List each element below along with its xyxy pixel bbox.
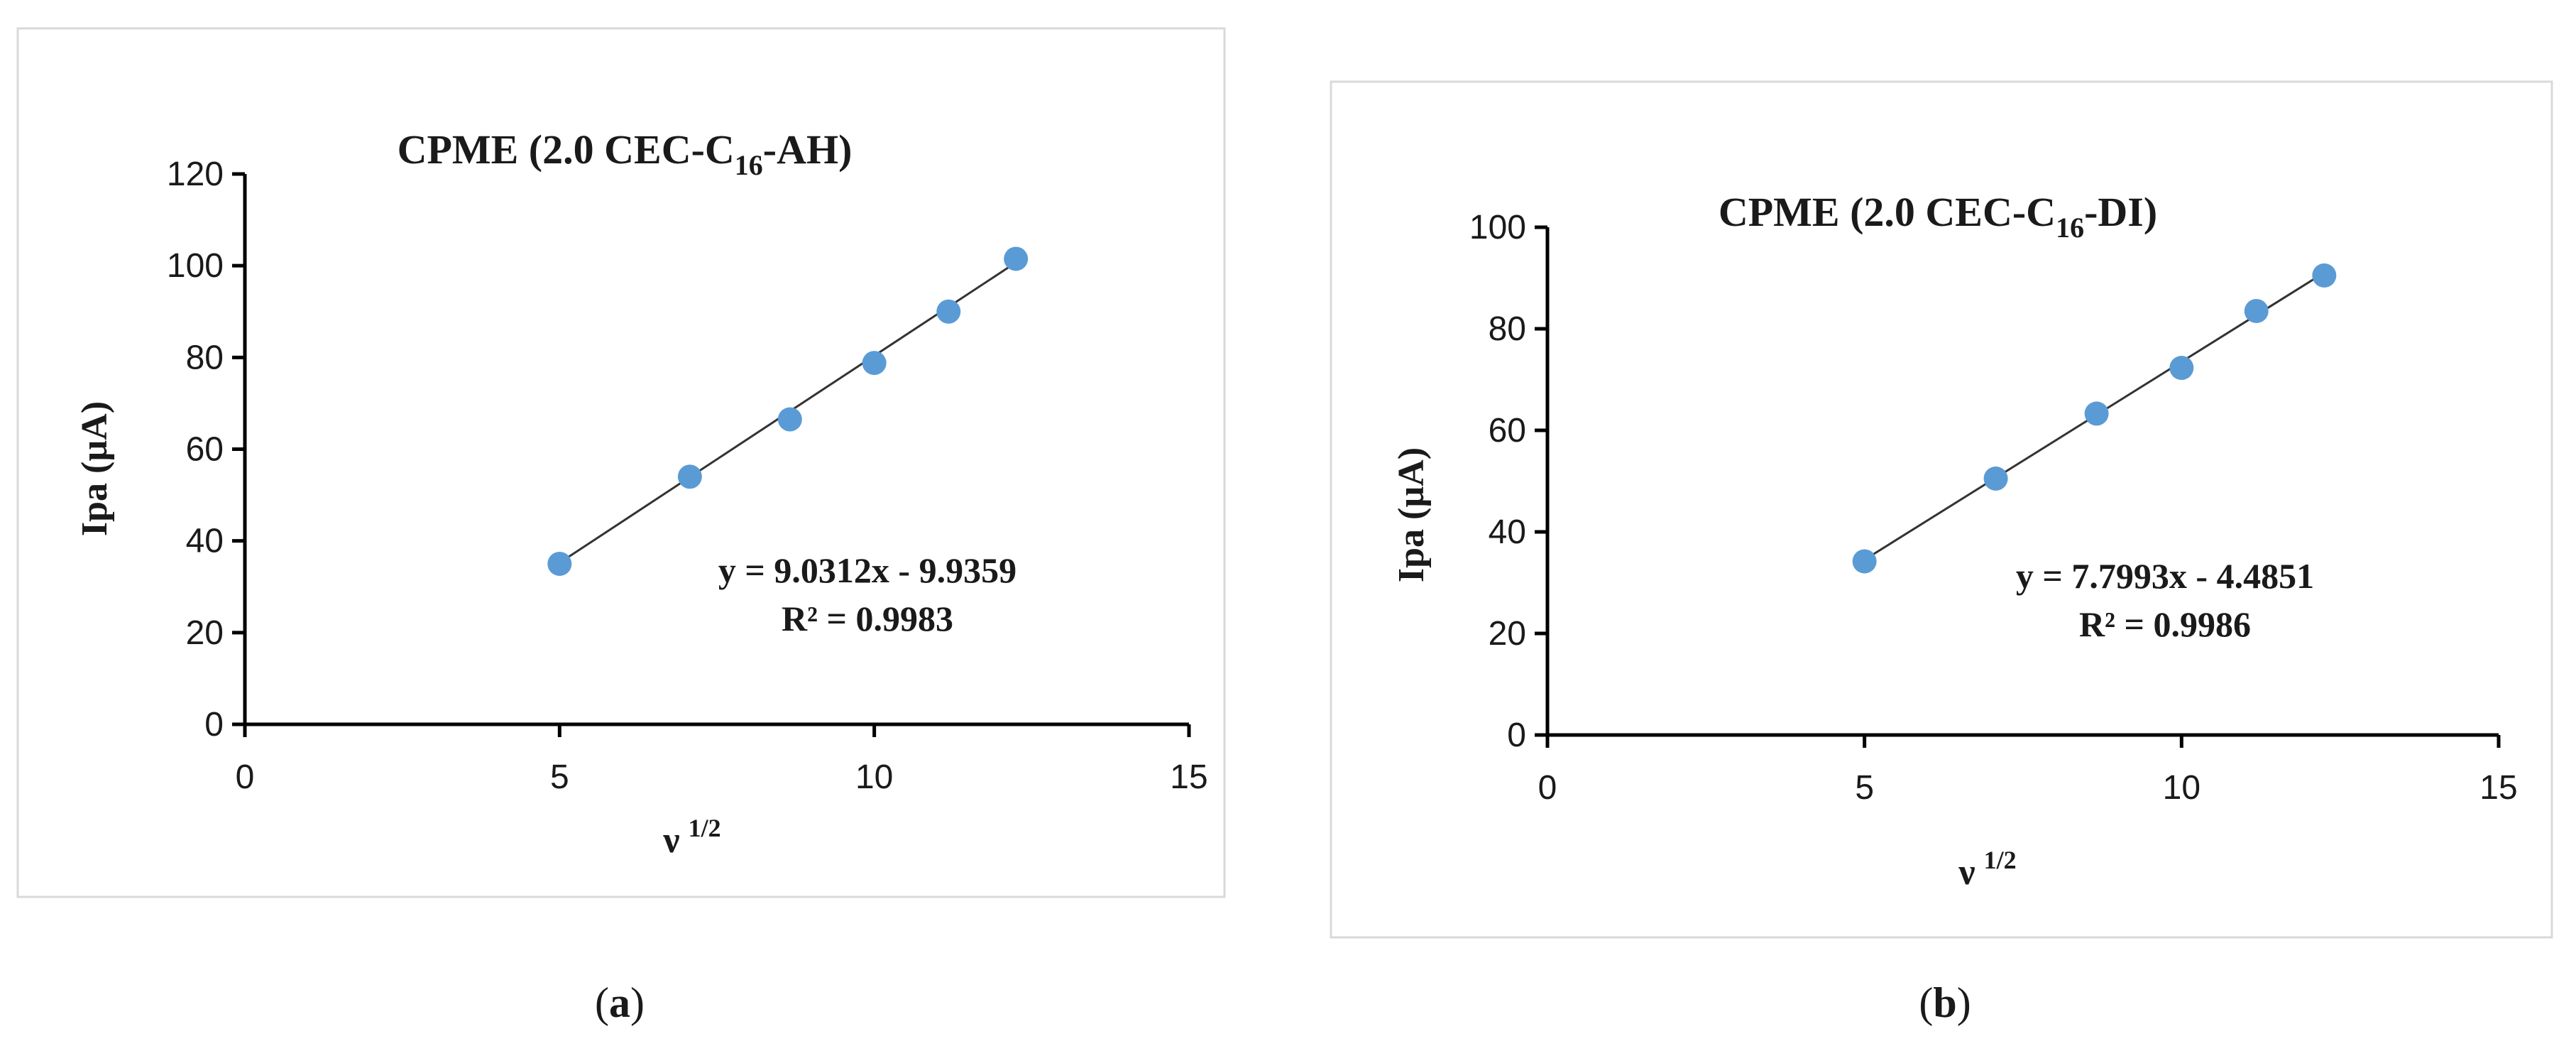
- chart-b-y-tick-label: 100: [1469, 209, 1526, 246]
- chart-panel-b: CPME (2.0 CEC-C16-DI) Ipa (µA) ν 1/2 0 20 4…: [1330, 80, 2553, 1026]
- chart-a-x-tick-label: 10: [855, 758, 893, 796]
- chart-a-frame: [16, 27, 1226, 898]
- chart-a-x-axis-label: ν 1/2: [662, 814, 720, 861]
- chart-b-axes: [1545, 227, 2499, 737]
- chart-a-data-point: [1004, 246, 1029, 271]
- chart-a-y-tick-label: 80: [186, 339, 224, 376]
- chart-a-equation: y = 9.0312x - 9.9359: [718, 550, 1016, 590]
- chart-b-caption: (b): [1919, 979, 1971, 1026]
- chart-a-ticks: 0 20 40 60 80 100 120 0 5 10 15: [167, 156, 1208, 796]
- chart-a-axes: [243, 174, 1189, 726]
- chart-b-data-point: [1852, 549, 1877, 574]
- chart-a-r-squared: R² = 0.9983: [782, 599, 953, 638]
- chart-b-x-axis-label: ν 1/2: [1958, 846, 2016, 893]
- chart-b-data-point: [2169, 356, 2194, 381]
- chart-a-data-point: [862, 351, 887, 376]
- chart-panel-a: CPME (2.0 CEC-C16-AH) Ipa (µA) ν 1/2 0 20 4…: [16, 27, 1226, 1026]
- chart-a-data-point: [677, 464, 702, 489]
- chart-b-title: CPME (2.0 CEC-C16-DI): [1719, 189, 2157, 244]
- chart-a-caption: (a): [595, 979, 645, 1026]
- chart-b-y-tick-label: 60: [1489, 412, 1526, 450]
- chart-a-x-tick-label: 0: [236, 758, 255, 796]
- chart-a-y-axis-label: Ipa (µA): [75, 401, 115, 536]
- chart-b-frame: [1330, 80, 2553, 939]
- chart-b-y-tick-label: 80: [1489, 310, 1526, 348]
- chart-a-title: CPME (2.0 CEC-C16-AH): [398, 126, 853, 181]
- chart-a-data-point: [777, 407, 802, 432]
- chart-a-x-tick-label: 15: [1170, 758, 1207, 796]
- chart-a-points: [547, 246, 1029, 576]
- chart-b-y-tick-label: 40: [1489, 513, 1526, 551]
- chart-a-y-tick-label: 40: [186, 523, 224, 560]
- chart-a-y-tick-label: 60: [186, 431, 224, 469]
- chart-b-data-point: [1983, 466, 2008, 491]
- chart-b-x-tick-label: 5: [1855, 769, 1874, 807]
- chart-a-y-tick-label: 120: [167, 156, 224, 193]
- chart-b-x-tick-label: 15: [2479, 769, 2517, 807]
- chart-b-ticks: 0 20 40 60 80 100 0 5 10 15: [1469, 209, 2518, 807]
- chart-a-data-point: [936, 299, 961, 324]
- chart-b-data-point: [2084, 401, 2109, 426]
- chart-b-x-tick-label: 10: [2163, 769, 2200, 807]
- chart-a-data-point: [547, 551, 572, 576]
- chart-b-points: [1852, 263, 2337, 574]
- chart-b-data-point: [2244, 298, 2269, 323]
- chart-b-y-tick-label: 0: [1507, 717, 1526, 754]
- chart-a-x-tick-label: 5: [550, 758, 569, 796]
- chart-b-data-point: [2312, 263, 2337, 288]
- chart-a-y-tick-label: 20: [186, 614, 224, 652]
- chart-b-x-tick-label: 0: [1538, 769, 1557, 807]
- chart-b-equation: y = 7.7993x - 4.4851: [2016, 556, 2314, 596]
- chart-b-r-squared: R² = 0.9986: [2079, 604, 2251, 644]
- chart-b-y-axis-label: Ipa (µA): [1391, 447, 1432, 582]
- chart-a-y-tick-label: 100: [167, 247, 224, 285]
- chart-a-y-tick-label: 0: [204, 706, 224, 744]
- chart-b-y-tick-label: 20: [1489, 615, 1526, 653]
